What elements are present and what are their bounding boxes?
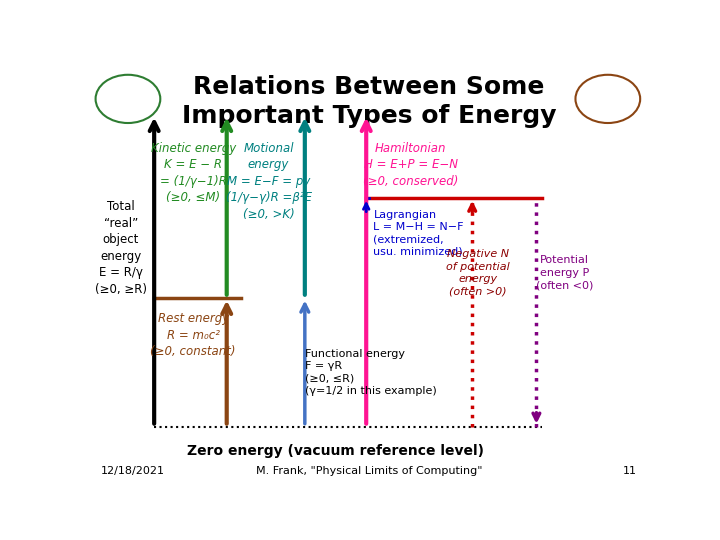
Text: Total
“real”
object
energy
E = R/γ
(≥0, ≥R): Total “real” object energy E = R/γ (≥0, … (95, 200, 147, 295)
Text: 11: 11 (623, 467, 637, 476)
Text: Rest energy
R = m₀c²
(≥0, constant): Rest energy R = m₀c² (≥0, constant) (150, 312, 236, 358)
Text: Potential
energy P
(often <0): Potential energy P (often <0) (536, 255, 593, 290)
Text: 12/18/2021: 12/18/2021 (101, 467, 165, 476)
Text: Kinetic energy
K = E − R
= (1/γ−1)R
(≥0, ≤M): Kinetic energy K = E − R = (1/γ−1)R (≥0,… (150, 141, 236, 204)
Text: Lagrangian
L = M−H = N−F
(extremized,
usu. minimized): Lagrangian L = M−H = N−F (extremized, us… (374, 210, 464, 257)
Text: Negative N
of potential
energy
(often >0): Negative N of potential energy (often >0… (446, 249, 510, 296)
Text: Functional energy
F = γR
(≥0, ≤R)
(γ=1/2 in this example): Functional energy F = γR (≥0, ≤R) (γ=1/2… (305, 349, 436, 396)
Text: Motional
energy
M = E−F = pv
(1/γ−γ)R =β²E
(≥0, >K): Motional energy M = E−F = pv (1/γ−γ)R =β… (225, 141, 312, 221)
Text: Hamiltonian
H = E+P = E−N
(≥0, conserved): Hamiltonian H = E+P = E−N (≥0, conserved… (363, 141, 459, 187)
Text: M. Frank, "Physical Limits of Computing": M. Frank, "Physical Limits of Computing" (256, 467, 482, 476)
Text: Zero energy (vacuum reference level): Zero energy (vacuum reference level) (187, 444, 484, 458)
Text: Relations Between Some
Important Types of Energy: Relations Between Some Important Types o… (181, 75, 557, 128)
